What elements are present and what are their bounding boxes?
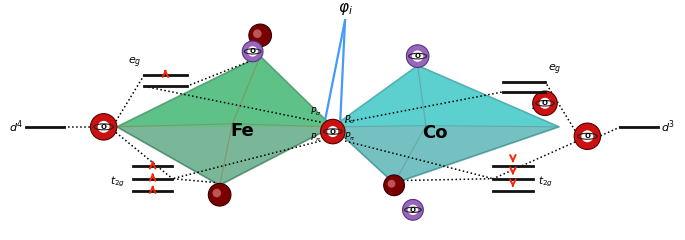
- Circle shape: [403, 199, 423, 220]
- Text: O: O: [410, 207, 416, 213]
- Circle shape: [539, 98, 551, 109]
- Circle shape: [582, 130, 593, 142]
- Text: O: O: [101, 124, 107, 130]
- Text: $e_g$: $e_g$: [548, 62, 561, 77]
- Circle shape: [574, 123, 601, 150]
- Text: $t_{2g}$: $t_{2g}$: [110, 174, 125, 189]
- Text: $\varphi_i$: $\varphi_i$: [338, 0, 353, 17]
- Circle shape: [533, 91, 557, 115]
- Text: Co: Co: [423, 124, 448, 142]
- Circle shape: [412, 50, 423, 62]
- Text: $P_\sigma$: $P_\sigma$: [310, 106, 322, 118]
- Circle shape: [327, 126, 338, 137]
- Circle shape: [249, 24, 271, 47]
- Circle shape: [98, 121, 110, 133]
- Text: $d^3$: $d^3$: [661, 119, 675, 135]
- Text: O: O: [542, 100, 548, 106]
- Circle shape: [406, 45, 429, 67]
- Text: $P_\pi$: $P_\pi$: [310, 132, 321, 144]
- Circle shape: [388, 180, 395, 188]
- Text: Fe: Fe: [230, 122, 253, 140]
- Polygon shape: [117, 56, 333, 127]
- Polygon shape: [333, 66, 559, 127]
- Circle shape: [384, 175, 404, 196]
- Circle shape: [253, 29, 262, 38]
- Text: $d^4$: $d^4$: [9, 119, 23, 135]
- Circle shape: [208, 183, 231, 206]
- Circle shape: [321, 119, 345, 144]
- Text: $P_\pi$: $P_\pi$: [344, 130, 356, 143]
- Text: O: O: [584, 133, 590, 139]
- Circle shape: [408, 205, 418, 215]
- Circle shape: [90, 114, 117, 140]
- Text: O: O: [329, 129, 336, 135]
- Text: $P_\sigma$: $P_\sigma$: [344, 113, 356, 126]
- Polygon shape: [117, 56, 333, 185]
- Text: $t_{2g}$: $t_{2g}$: [538, 174, 553, 189]
- Text: $e_g$: $e_g$: [128, 56, 141, 70]
- Circle shape: [247, 46, 258, 57]
- Text: O: O: [414, 53, 421, 59]
- Text: O: O: [249, 48, 256, 54]
- Polygon shape: [333, 66, 559, 183]
- Circle shape: [242, 41, 263, 62]
- Circle shape: [212, 189, 221, 197]
